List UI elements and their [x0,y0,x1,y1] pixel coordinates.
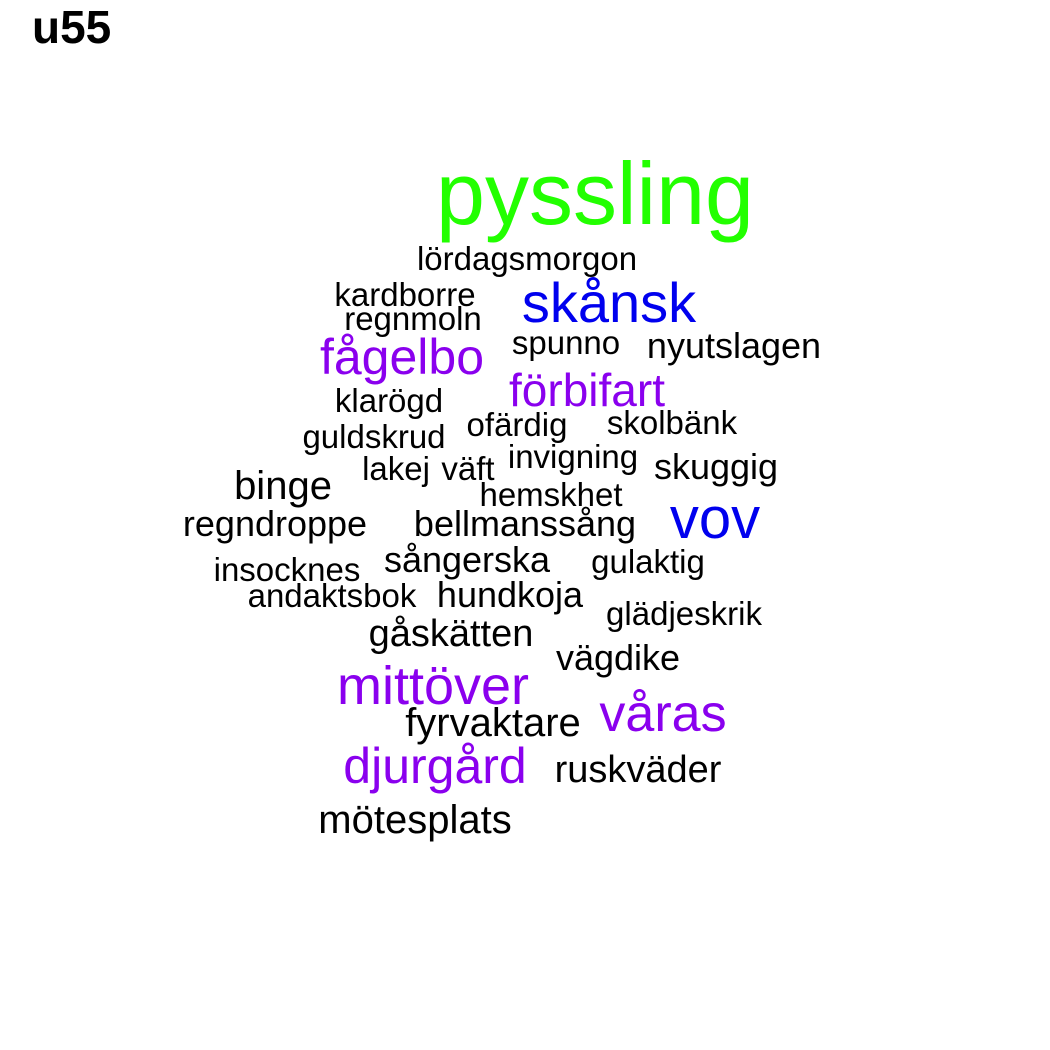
word-25: andaktsbok [247,577,417,614]
word-19: regndroppe [182,503,368,544]
word-34: ruskväder [554,749,722,791]
word-31: våras [599,685,727,743]
word-3: skånsk [521,271,697,334]
word-13: invigning [507,438,639,475]
word-24: insocknes [213,551,361,588]
word-5: fågelbo [319,329,485,385]
word-23: gulaktig [591,543,705,580]
word-29: vägdike [555,637,681,678]
word-22: sångerska [383,539,551,580]
word-26: hundkoja [436,574,584,615]
word-33: djurgård [343,738,527,794]
word-16: skuggig [653,446,779,487]
word-10: ofärdig [466,406,568,443]
word-27: glädjeskrik [606,595,762,632]
word-2: kardborre [334,276,476,313]
word-28: gåskätten [368,613,534,655]
word-15: väft [441,450,495,487]
word-35: mötesplats [318,798,512,842]
word-11: skolbänk [606,404,738,441]
word-21: vov [669,486,761,551]
word-6: spunno [511,324,621,361]
word-9: klarögd [334,382,444,419]
word-20: bellmanssång [413,503,637,544]
word-32: fyrvaktare [405,701,581,745]
word-7: nyutslagen [646,325,822,366]
word-12: guldskrud [302,418,446,455]
word-1: lördagsmorgon [416,240,638,277]
word-14: lakej [362,450,430,487]
word-18: hemskhet [479,476,623,513]
word-4: regnmoln [344,300,482,337]
word-0: pyssling [436,144,754,243]
word-17: binge [234,464,332,508]
word-8: förbifart [509,364,665,416]
page-title: u55 [32,1,112,53]
word-30: mittöver [336,656,530,716]
